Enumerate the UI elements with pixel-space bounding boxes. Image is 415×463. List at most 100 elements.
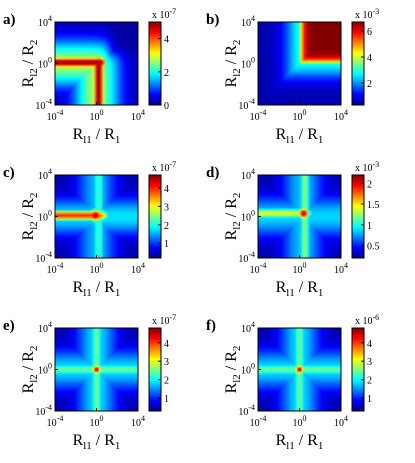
x-axis-label: Rl1 / R1 [73, 432, 121, 452]
x-axis-label: Rl1 / R1 [73, 279, 121, 299]
colorbar-scale-label: x 10-3 [355, 160, 379, 174]
x-tick-label: 104 [334, 108, 348, 123]
y-tick-label: 104 [241, 14, 255, 29]
panel-a: 10-4 100 104 10-4 100 104 Rl1 / R1 Rl2 / R2a) 0 2… [3, 7, 176, 146]
y-tick-label: 104 [38, 14, 52, 29]
panel-label: b) [206, 12, 219, 28]
colorbar-tick-label: 1.5 [367, 200, 380, 211]
y-tick-label: 104 [241, 167, 255, 182]
x-tick-label: 104 [131, 108, 145, 123]
x-axis-label: Rl1 / R1 [276, 432, 324, 452]
x-tick-label: 100 [90, 414, 104, 429]
y-axis-label: Rl2 / R2 [20, 40, 40, 88]
colorbar-tick-label: 2 [164, 376, 169, 387]
heatmap-image [258, 22, 341, 105]
heatmap-image [258, 328, 341, 411]
colorbar-tick-label: 1 [367, 394, 372, 405]
colorbar-tick-label: 4 [367, 339, 372, 350]
colorbar-tick-label: 0.5 [367, 242, 380, 253]
colorbar [148, 174, 162, 259]
x-tick-label: 100 [90, 108, 104, 123]
y-tick-label: 100 [38, 56, 52, 71]
y-tick-label: 104 [38, 167, 52, 182]
y-tick-label: 100 [241, 362, 255, 377]
x-axis-label: Rl1 / R1 [276, 126, 324, 146]
colorbar-tick-label: 2 [367, 376, 372, 387]
y-axis-label: Rl2 / R2 [223, 193, 243, 241]
x-tick-label: 10-4 [250, 261, 267, 276]
colorbar-tick-label: 3 [367, 357, 372, 368]
y-axis-label: Rl2 / R2 [223, 346, 243, 394]
panel-d: 10-4 100 104 10-4 100 104 Rl1 / R1 Rl2 / R2d) 0.… [206, 160, 380, 299]
colorbar [351, 174, 365, 259]
panel-label: d) [206, 165, 219, 181]
x-tick-label: 100 [293, 261, 307, 276]
colorbar-scale-label: x 10-7 [152, 313, 176, 327]
heatmap-image [55, 175, 138, 258]
x-axis-label: Rl1 / R1 [73, 126, 121, 146]
y-tick-label: 104 [38, 320, 52, 335]
y-tick-label: 10-4 [35, 250, 52, 265]
x-tick-label: 104 [131, 414, 145, 429]
x-tick-label: 104 [131, 261, 145, 276]
x-tick-label: 100 [90, 261, 104, 276]
colorbar-tick-label: 2 [367, 179, 372, 190]
heatmap-image [55, 328, 138, 411]
x-tick-label: 10-4 [250, 108, 267, 123]
panel-e: 10-4 100 104 10-4 100 104 Rl1 / R1 Rl2 / R2 e) 1 2… [3, 313, 176, 452]
x-axis-label: Rl1 / R1 [276, 279, 324, 299]
colorbar-tick-label: 4 [164, 184, 169, 195]
panel-label: c) [3, 165, 15, 181]
colorbar [148, 327, 162, 412]
colorbar-tick-label: 4 [164, 35, 169, 46]
x-tick-label: 104 [334, 414, 348, 429]
colorbar [351, 21, 365, 106]
y-tick-label: 10-4 [35, 97, 52, 112]
colorbar [148, 21, 162, 106]
colorbar-tick-label: 1 [367, 221, 372, 232]
y-axis-label: Rl2 / R2 [20, 193, 40, 241]
y-tick-label: 10-4 [238, 97, 255, 112]
colorbar-tick-label: 1 [164, 394, 169, 405]
panel-f: 10-4 100 104 10-4 100 104 Rl1 / R1 Rl2 / R2 f) 1 2… [206, 313, 379, 452]
colorbar-tick-label: 0 [164, 101, 169, 112]
x-tick-label: 100 [293, 414, 307, 429]
panel-label: a) [3, 12, 16, 28]
y-tick-label: 100 [38, 362, 52, 377]
y-tick-label: 10-4 [238, 250, 255, 265]
heatmap-image [258, 175, 341, 258]
y-tick-label: 100 [241, 56, 255, 71]
panel-c: 10-4 100 104 10-4 100 104 Rl1 / R1 Rl2 / R2 c) 1 2… [3, 160, 176, 299]
colorbar-scale-label: x 10-7 [152, 160, 176, 174]
x-tick-label: 10-4 [47, 261, 64, 276]
y-axis-label: Rl2 / R2 [223, 40, 243, 88]
heatmap-image [55, 22, 138, 105]
colorbar-tick-label: 1 [164, 239, 169, 250]
colorbar-scale-label: x 10-3 [355, 7, 379, 21]
y-tick-label: 10-4 [238, 403, 255, 418]
colorbar [351, 327, 365, 412]
x-tick-label: 10-4 [47, 414, 64, 429]
colorbar-tick-label: 6 [367, 27, 372, 38]
colorbar-scale-label: x 10-7 [152, 7, 176, 21]
colorbar-tick-label: 3 [164, 357, 169, 368]
y-tick-label: 100 [241, 209, 255, 224]
colorbar-tick-label: 2 [164, 68, 169, 79]
colorbar-scale-label: x 10-6 [355, 313, 379, 327]
panel-b: 10-4 100 104 10-4 100 104 Rl1 / R1 Rl2 / R2b) 2 4… [206, 7, 379, 146]
panel-label: e) [3, 318, 15, 334]
x-tick-label: 10-4 [250, 414, 267, 429]
panel-label: f) [206, 318, 216, 334]
x-tick-label: 10-4 [47, 108, 64, 123]
colorbar-tick-label: 3 [164, 202, 169, 213]
x-tick-label: 104 [334, 261, 348, 276]
y-axis-label: Rl2 / R2 [20, 346, 40, 394]
colorbar-tick-label: 2 [367, 79, 372, 90]
y-tick-label: 100 [38, 209, 52, 224]
y-tick-label: 104 [241, 320, 255, 335]
colorbar-tick-label: 4 [367, 53, 372, 64]
y-tick-label: 10-4 [35, 403, 52, 418]
colorbar-tick-label: 2 [164, 221, 169, 232]
x-tick-label: 100 [293, 108, 307, 123]
